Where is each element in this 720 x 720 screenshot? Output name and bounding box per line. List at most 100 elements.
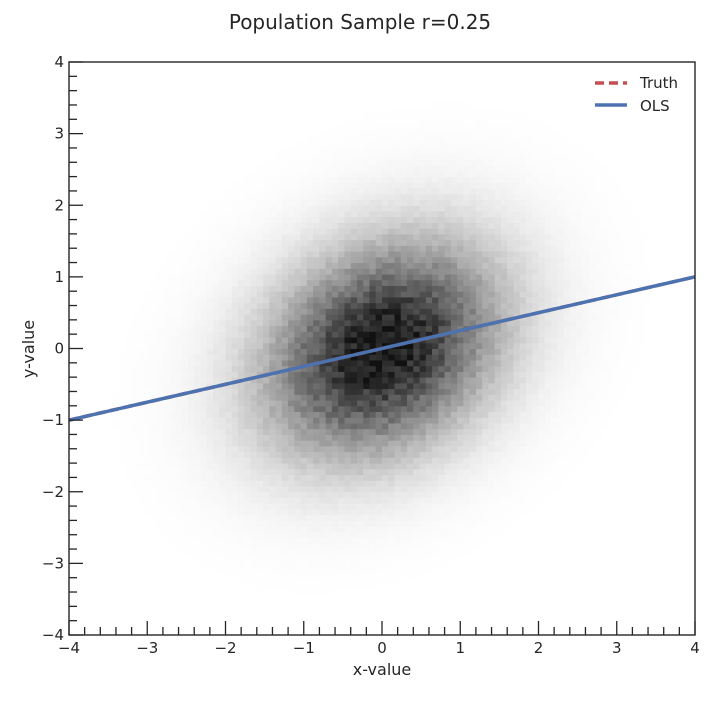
density-cell [394, 319, 402, 327]
density-cell [175, 359, 183, 367]
density-cell [300, 176, 308, 183]
density-cell [187, 400, 195, 407]
density-cell [419, 497, 427, 504]
density-cell [369, 503, 377, 510]
density-cell [463, 199, 471, 206]
density-cell [438, 119, 446, 126]
density-cell [488, 382, 496, 390]
density-cell [275, 210, 283, 218]
density-cell [507, 182, 514, 189]
density-cell [494, 377, 502, 384]
density-cell [219, 371, 226, 378]
density-cell [300, 526, 308, 533]
density-cell [331, 508, 339, 516]
density-cell [363, 291, 370, 298]
density-cell [532, 142, 539, 149]
density-cell [369, 474, 377, 481]
density-cell [256, 291, 264, 298]
density-cell [231, 302, 239, 309]
density-cell [425, 480, 433, 487]
density-cell [194, 279, 201, 286]
density-cell [544, 491, 552, 498]
density-cell [551, 405, 558, 413]
density-cell [482, 216, 489, 223]
density-cell [281, 239, 289, 246]
density-cell [432, 210, 439, 218]
density-cell [181, 314, 189, 321]
density-cell [450, 193, 458, 201]
density-cell [438, 193, 446, 201]
density-cell [338, 411, 345, 418]
density-cell [475, 159, 483, 166]
density-cell [325, 136, 333, 143]
density-cell [425, 440, 433, 447]
density-cell [563, 331, 571, 338]
density-cell [463, 457, 471, 464]
density-cell [144, 394, 151, 401]
density-cell [200, 296, 208, 304]
density-cell [538, 182, 546, 189]
density-cell [475, 274, 483, 281]
density-cell [319, 543, 327, 550]
density-cell [388, 296, 396, 304]
density-cell [500, 331, 508, 338]
density-cell [162, 337, 170, 344]
density-cell [438, 314, 446, 321]
density-cell [313, 354, 320, 361]
density-cell [419, 228, 427, 235]
density-cell [206, 451, 214, 458]
density-cell [206, 359, 214, 367]
density-cell [144, 365, 151, 372]
density-cell [181, 233, 189, 241]
density-cell [250, 382, 258, 390]
density-cell [375, 382, 383, 390]
density-cell [557, 382, 565, 390]
density-cell [400, 342, 408, 349]
density-cell [187, 342, 195, 349]
density-cell [225, 371, 233, 378]
density-cell [457, 486, 464, 493]
density-cell [532, 314, 539, 321]
density-cell [200, 216, 208, 223]
density-cell [425, 514, 433, 521]
density-cell [156, 508, 164, 516]
density-cell [450, 302, 458, 309]
density-cell [325, 296, 333, 304]
density-cell [494, 188, 502, 195]
density-cell [294, 210, 302, 218]
density-cell [288, 400, 295, 407]
density-cell [419, 434, 427, 441]
density-cell [344, 210, 352, 218]
density-cell [319, 445, 327, 453]
density-cell [300, 170, 308, 178]
density-cell [413, 188, 421, 195]
density-cell [269, 245, 277, 252]
density-cell [419, 165, 427, 172]
density-cell [219, 434, 226, 441]
density-cell [438, 508, 446, 516]
density-cell [407, 279, 414, 286]
density-cell [156, 451, 164, 458]
density-cell [194, 451, 201, 458]
density-cell [363, 274, 370, 281]
density-cell [313, 526, 320, 533]
density-cell [306, 291, 314, 298]
density-cell [432, 434, 439, 441]
density-cell [525, 142, 533, 149]
density-cell [419, 411, 427, 418]
density-cell [388, 537, 396, 544]
density-cell [394, 291, 402, 298]
density-cell [482, 491, 489, 498]
density-cell [507, 239, 514, 246]
density-cell [300, 520, 308, 527]
density-cell [551, 216, 558, 223]
density-cell [450, 205, 458, 212]
density-cell [219, 520, 226, 527]
density-cell [331, 394, 339, 401]
density-cell [394, 422, 402, 430]
density-cell [319, 531, 327, 539]
density-cell [250, 337, 258, 344]
density-cell [306, 233, 314, 241]
density-cell [432, 428, 439, 435]
density-cell [563, 308, 571, 315]
